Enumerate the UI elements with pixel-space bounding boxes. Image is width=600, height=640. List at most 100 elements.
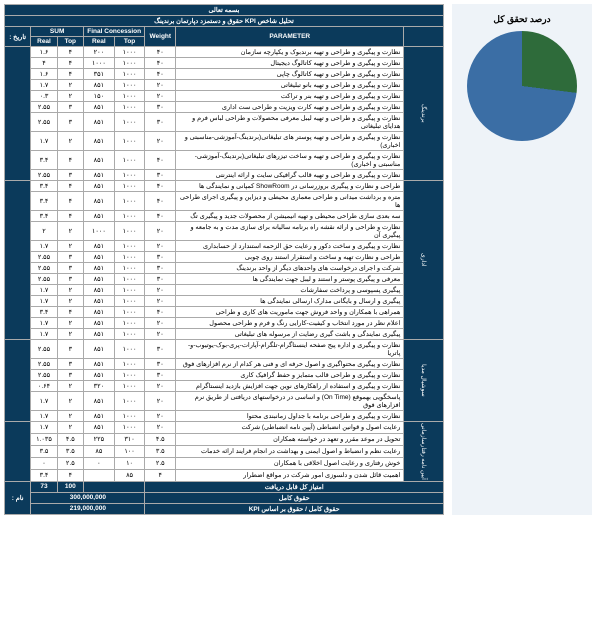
kpi-table: بسمه تعالی تحلیل شاخص KPI حقوق و دستمزد … [4,4,444,515]
param-cell: اهمیت قائل شدن و دلسوزی امور شرکت در موا… [176,469,404,481]
final-top-cell: ۱۰۰۰ [114,69,145,80]
final-real-cell: ۱۰۰۰ [83,58,114,69]
final-real-cell: ۰ [83,457,114,469]
final-real-cell: ۸۵۱ [83,329,114,340]
sum-real-cell: ۱.۷ [31,296,57,307]
final-top-cell: ۱۰۰۰ [114,211,145,222]
sum-top-cell: ۴ [57,58,83,69]
sum-top-cell: ۳ [57,102,83,113]
sum-real-cell: ۱.۷ [31,411,57,422]
col-parameter: PARAMETER [176,27,404,47]
sum-real-cell: ۳.۴ [31,307,57,318]
final-real-cell: ۸۵۱ [83,340,114,359]
sum-real-cell: ۴ [31,58,57,69]
name-date: تاریخ : [5,27,31,47]
salary-full-val: 300,000,000 [31,492,145,503]
weight-cell: ۴۰ [145,58,176,69]
sum-top-cell: ۳ [57,263,83,274]
weight-cell: ۳۰ [145,113,176,132]
param-cell: پاسخگویی بهموقع (On Time) و اساسی در درخ… [176,392,404,411]
score-label: امتیاز کل قابل دریافت [145,481,444,492]
final-real-cell: ۸۵۱ [83,102,114,113]
weight-cell: ۳۰ [145,102,176,113]
side-spacer [5,340,31,422]
sum-top-cell: ۴ [57,47,83,58]
param-cell: نظارت و پیگیری و طراحی و تهیه برندبوک و … [176,47,404,58]
weight-cell: ۲۰ [145,296,176,307]
final-top-cell: ۱۰۰۰ [114,422,145,434]
sum-top-cell: ۲ [57,222,83,241]
sum-real-cell: ۳.۴ [31,469,57,481]
param-cell: نظارت و پیگیری و اداره پیج صفحه اینستاگر… [176,340,404,359]
param-cell: نظارت و پیگیری و طراحی و تهیه بانو تبلیغ… [176,80,404,91]
weight-cell: ۲۰ [145,285,176,296]
param-cell: شرکت و اجرای درخواست های واحدهای دیگر از… [176,263,404,274]
final-real-cell: ۸۵۱ [83,307,114,318]
final-top-cell: ۱۰۰۰ [114,91,145,102]
param-cell: همراهی با همکاران و واحد فروش جهت ماموری… [176,307,404,318]
sum-real-cell: ۲.۵۵ [31,274,57,285]
sum-top-cell: ۴.۵ [57,433,83,445]
sum-real-cell: ۰.۳ [31,91,57,102]
name-label: نام : [5,481,31,514]
final-top-cell: ۱۰۰۰ [114,329,145,340]
group-header-spacer [404,27,444,47]
weight-cell: ۲۰ [145,132,176,151]
final-top-cell: ۱۰۰۰ [114,47,145,58]
sum-top-cell: ۳ [57,370,83,381]
param-cell: نظارت و پیگیری و طراحی و تهیه و ساخت تیز… [176,151,404,170]
weight-cell: ۳۰ [145,263,176,274]
sum-top-cell: ۴ [57,192,83,211]
kpi-table-container: بسمه تعالی تحلیل شاخص KPI حقوق و دستمزد … [4,4,444,515]
param-cell: اعلام نظر در مورد انتخاب و کیفیت-کارایی … [176,318,404,329]
final-real-cell: ۸۵۱ [83,113,114,132]
weight-cell: ۲۰ [145,411,176,422]
weight-cell: ۲۰ [145,422,176,434]
sum-real-cell: ۲.۵۵ [31,170,57,181]
final-real-cell: ۱۰۰۰ [83,222,114,241]
weight-cell: ۳۰ [145,274,176,285]
param-cell: تحویل در موعد مقرر و تعهد در خواسته همکا… [176,433,404,445]
sum-real-cell: ۳.۴ [31,192,57,211]
sum-top-cell: ۲ [57,241,83,252]
final-real-cell: ۳۲۰ [83,381,114,392]
weight-cell: ۴.۵ [145,433,176,445]
final-top-cell: ۱۰۰۰ [114,274,145,285]
sum-top-cell: ۳ [57,359,83,370]
final-real-cell: ۲۲۵ [83,433,114,445]
sum-top-cell: ۴ [57,151,83,170]
final-top-cell: ۱۰۰۰ [114,296,145,307]
sum-top-cell: ۴ [57,181,83,192]
weight-cell: ۲۰ [145,241,176,252]
side-spacer [5,422,31,482]
final-real-cell: ۸۵۱ [83,422,114,434]
final-top-cell: ۱۰۰۰ [114,170,145,181]
sum-real-cell: ۳.۴ [31,181,57,192]
sum-real-cell: ۲.۵۵ [31,102,57,113]
group-label: آیین نامه رفتارسازمانی [404,422,444,482]
param-cell: طراحی و نظارت و پیگیری بروزرسانی در Show… [176,181,404,192]
weight-cell: ۴۰ [145,47,176,58]
salary-full-label: حقوق کامل [145,492,444,503]
sum-real-cell: ۱.۶ [31,47,57,58]
sum-top-cell: ۴ [57,69,83,80]
final-top: Top [114,37,145,47]
final-top-cell: ۱۰۰۰ [114,318,145,329]
chart-title: درصد تحقق کل [452,14,592,25]
sum-top-cell: ۳ [57,274,83,285]
final-top-cell: ۱۰۰۰ [114,222,145,241]
weight-cell: ۲۰ [145,381,176,392]
sum-top-cell: ۳ [57,252,83,263]
final-real-cell: ۲۰۰ [83,47,114,58]
weight-cell: ۲۰ [145,318,176,329]
final-top-cell: ۱۰۰۰ [114,80,145,91]
sum-top-total: 100 [57,481,83,492]
weight-cell: ۳۰ [145,340,176,359]
weight-cell: ۳۰ [145,370,176,381]
final-top-cell: ۱۰۰۰ [114,340,145,359]
sum-real: Real [31,37,57,47]
weight-cell: ۴۰ [145,307,176,318]
sum-real-cell: ۲.۵۵ [31,359,57,370]
param-cell: پیگیری پسپوسی و پرداخت سفارشات [176,285,404,296]
final-real-cell [83,469,114,481]
